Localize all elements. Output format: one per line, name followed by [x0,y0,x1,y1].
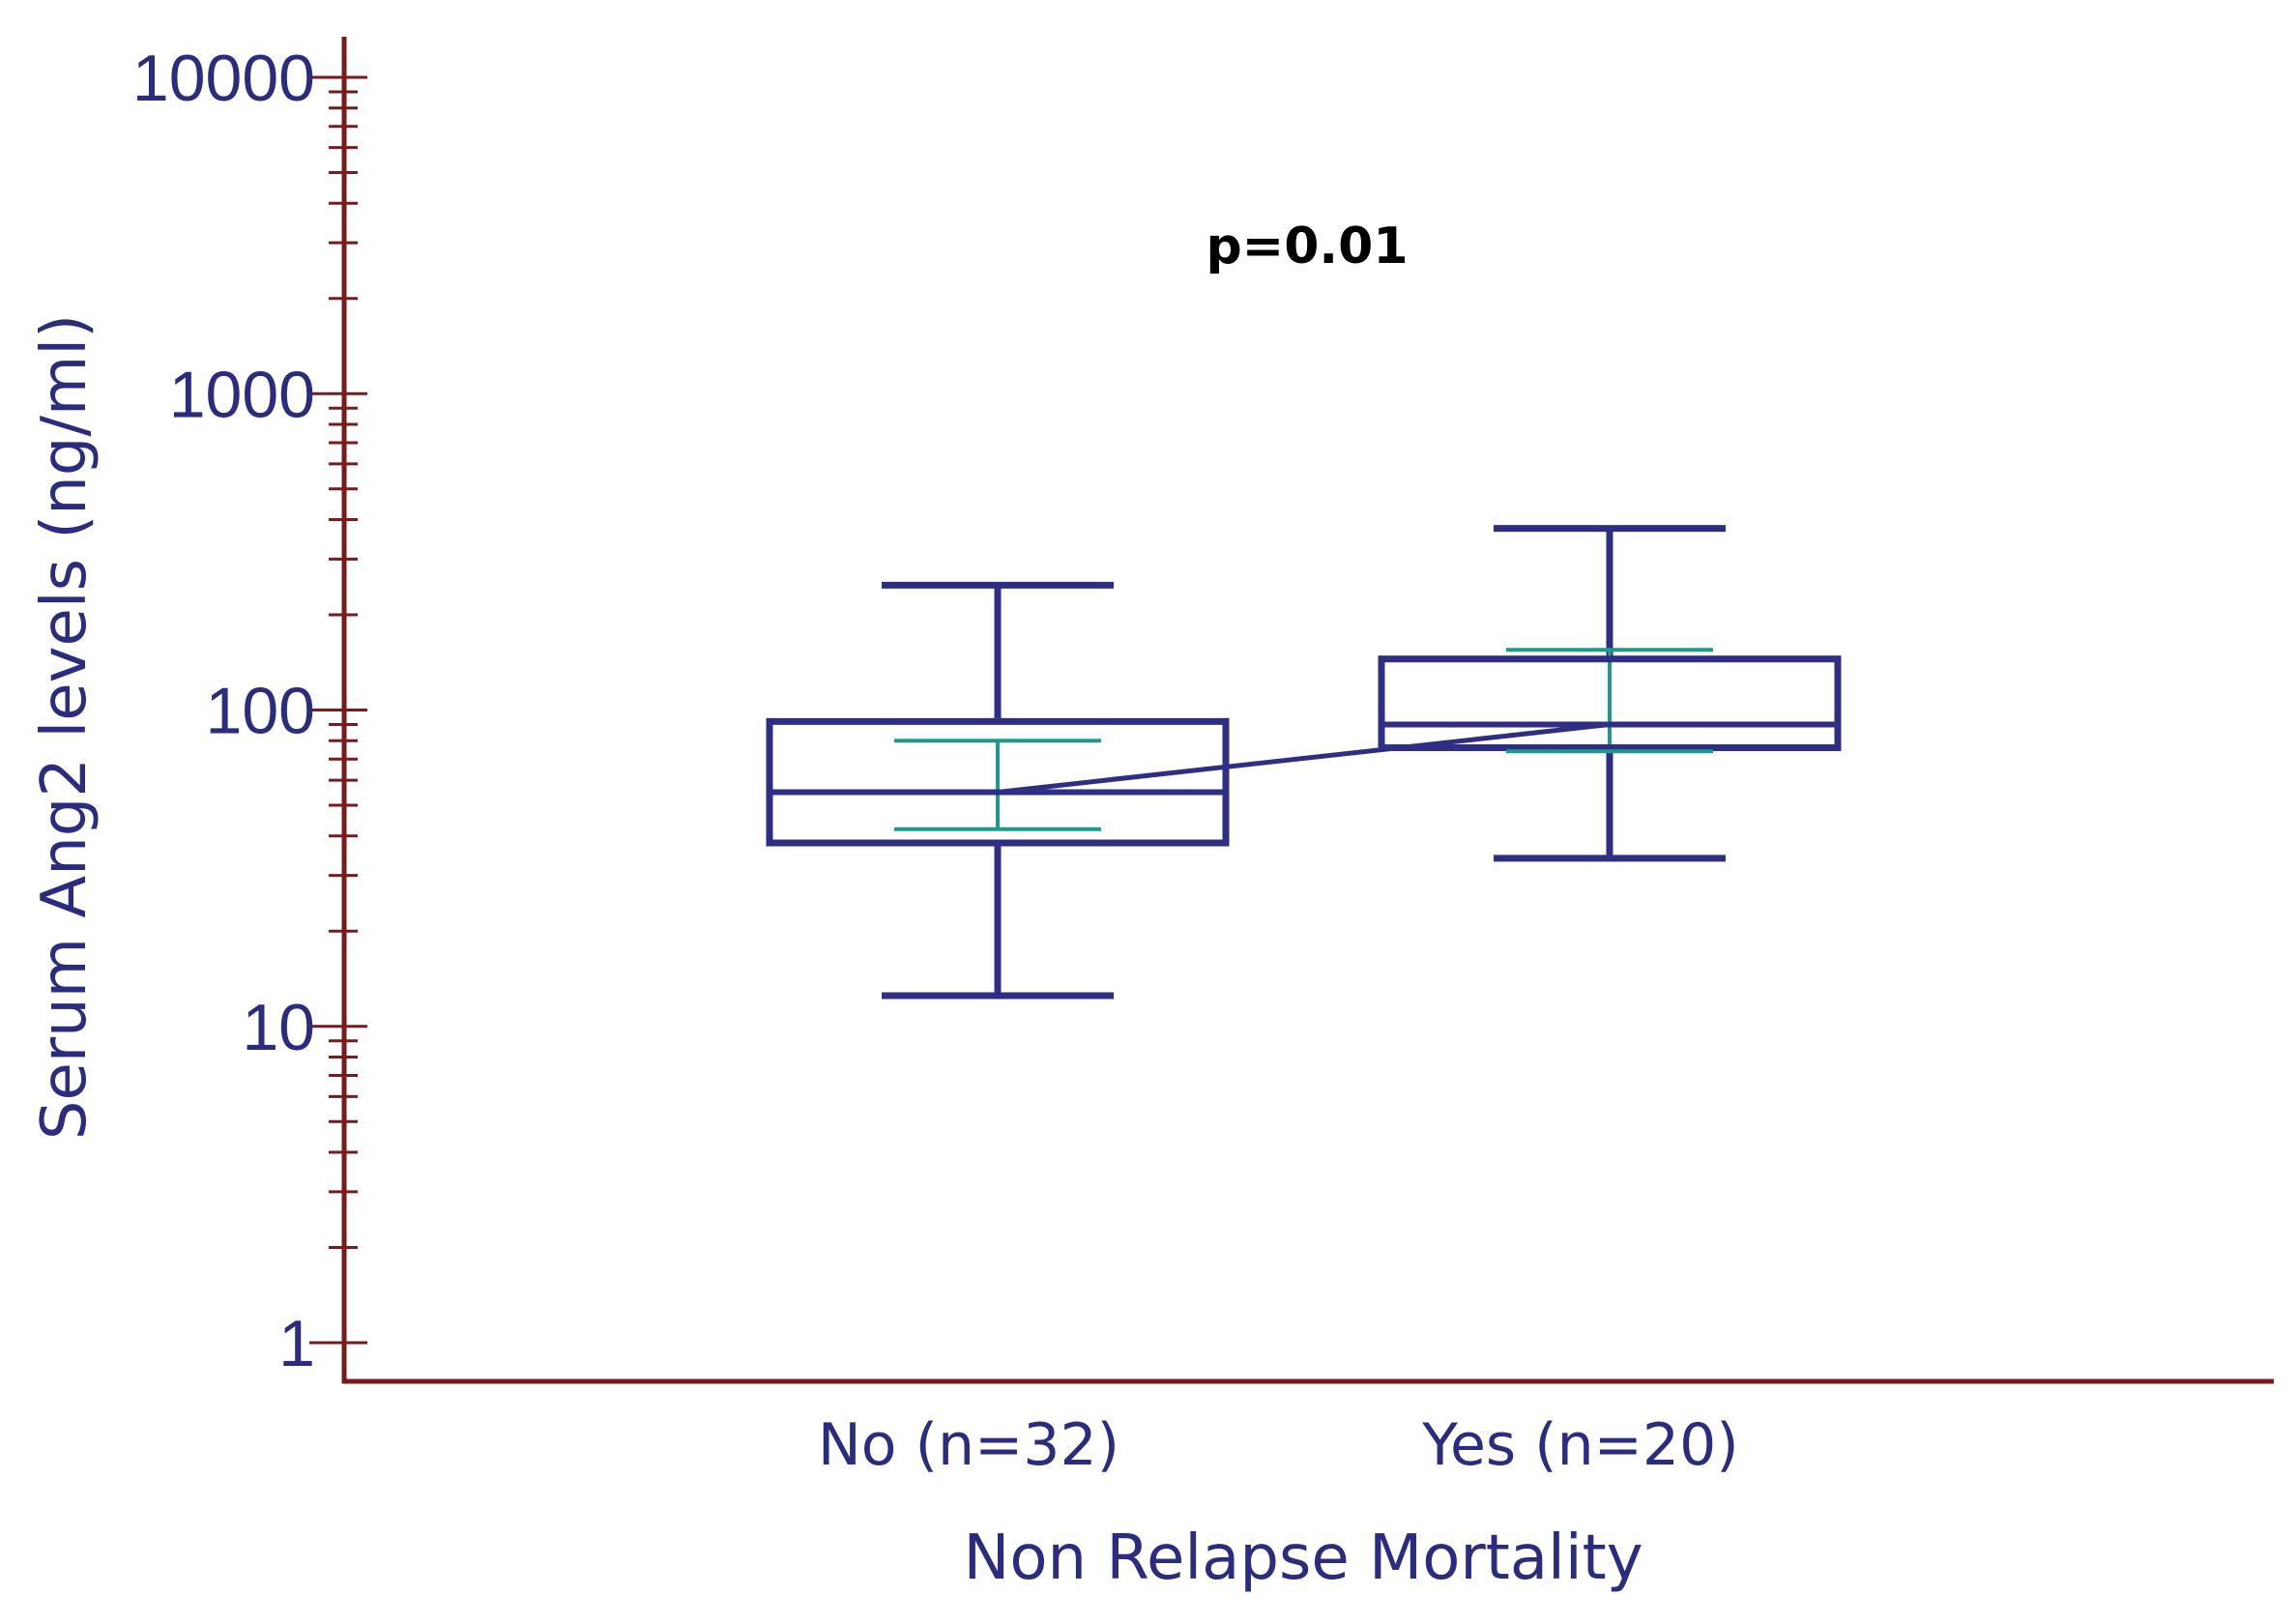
y-tick-label: 10 [242,991,315,1064]
box-plot-series [766,525,1842,1000]
box-group [1378,525,1842,862]
x-axis-tick-labels: No (n=32) Yes (n=20) [818,1411,1739,1479]
x-tick-label: No (n=32) [818,1411,1119,1479]
p-value-annotation: p=0.01 [1206,218,1408,276]
iqr-box [766,717,1230,847]
y-tick-label: 10000 [132,42,315,115]
median-connector-line [997,721,1611,795]
y-tick-label: 1 [278,1307,315,1380]
y-tick-label: 100 [206,675,315,748]
y-axis-title: Serum Ang2 levels (ng/ml) [29,314,101,1140]
y-axis-ticks [309,75,367,1345]
box-group [766,581,1230,1000]
y-axis-tick-labels: 1 10 100 1000 10000 [132,42,315,1380]
y-tick-label: 1000 [169,358,315,431]
x-tick-label: Yes (n=20) [1421,1411,1738,1479]
iqr-box [1378,655,1842,752]
x-axis-title: Non Relapse Mortality [963,1522,1642,1594]
